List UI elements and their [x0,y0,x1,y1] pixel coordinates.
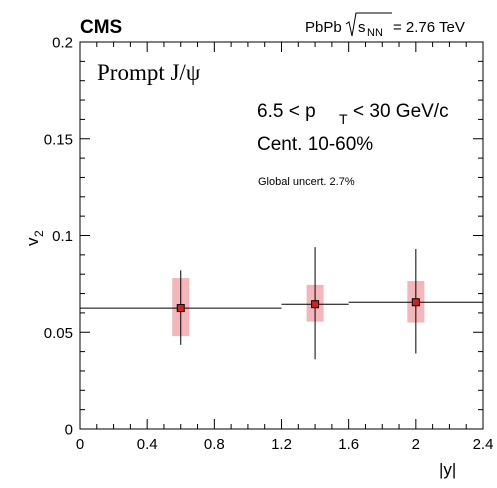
y-tick-label: 0.2 [52,35,73,52]
y-tick-label: 0.1 [52,228,73,245]
collision-system-label: PbPb s NN = 2.76 TeV [305,12,465,39]
collision-prefix: PbPb [305,19,342,36]
x-tick-label: 2.4 [473,436,494,453]
data-point-3 [348,249,483,354]
centrality-label: Cent. 10-60% [257,134,373,155]
sqrt-sign [345,12,392,37]
pt-range-sub: T [339,111,348,127]
pt-range-right: < 30 GeV/c [353,101,449,122]
energy-var: s [358,19,366,36]
energy-value: = 2.76 TeV [393,19,465,36]
x-tick-label: 1.6 [338,436,359,453]
pt-range-left: 6.5 < p [257,101,316,122]
energy-sub: NN [367,27,383,39]
x-tick-label: 0.4 [137,436,158,453]
data-marker [176,304,185,313]
x-tick-label: 0.8 [204,436,225,453]
data-marker [411,298,420,307]
x-axis-label: |y| [439,460,456,479]
x-tick-label: 0 [76,436,84,453]
plot-layer: 0 0.05 0.1 0.15 0.2 0 0.4 0.8 1.2 1.6 2 2.4 [44,35,494,454]
data-point-2 [281,247,349,360]
pt-range-label: 6.5 < p T < 30 GeV/c [257,101,449,127]
y-tick-label: 0 [65,422,73,439]
y-tick-label: 0.15 [44,131,73,148]
x-tick-label: 1.2 [271,436,292,453]
x-tick-label: 2 [412,436,420,453]
y-axis-label-sub: 2 [32,230,46,237]
y-tick-label: 0.05 [44,325,73,342]
y-axis-label-main: v [23,237,42,246]
data-marker [311,300,320,309]
chart-title: Prompt J/ψ [97,60,201,85]
experiment-label: CMS [80,17,122,38]
data-point-1 [80,270,282,345]
global-uncertainty-label: Global uncert. 2.7% [258,176,355,188]
y-axis-label: v 2 [23,230,46,246]
